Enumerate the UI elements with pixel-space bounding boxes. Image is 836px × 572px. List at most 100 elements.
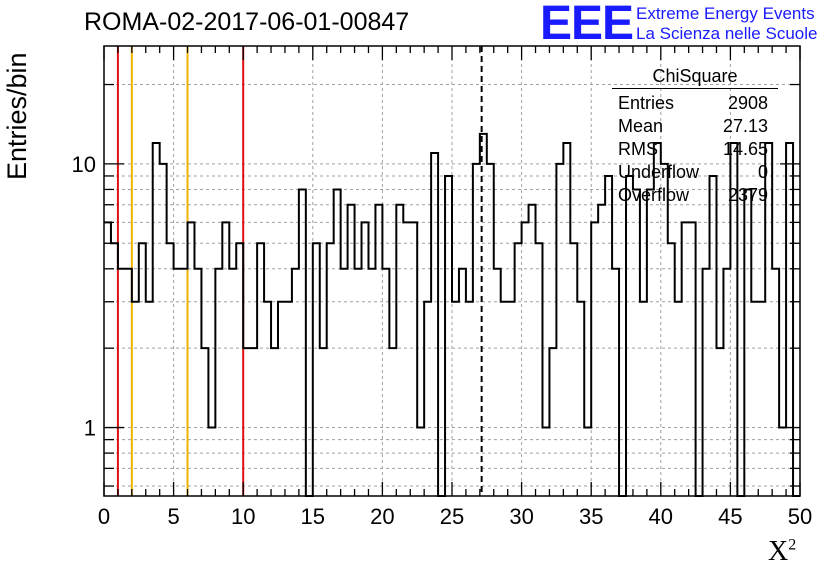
stats-value: 27.13 — [722, 116, 768, 136]
histogram-bin — [570, 243, 577, 496]
histogram-bin — [668, 243, 675, 496]
histogram-bin — [710, 176, 717, 496]
histogram-bin — [355, 269, 362, 496]
histogram-bin — [522, 222, 529, 496]
histogram-bin — [201, 348, 208, 496]
histogram-bin — [188, 222, 195, 496]
histogram-bin — [633, 189, 640, 496]
stats-value: 2908 — [727, 93, 768, 113]
histogram-bin — [598, 205, 605, 496]
histogram-bin — [501, 302, 508, 496]
histogram-bin — [341, 269, 348, 496]
histogram-bin — [577, 302, 584, 496]
histogram-bin — [292, 269, 299, 496]
stats-key: Entries — [618, 93, 675, 113]
histogram-bin — [410, 222, 417, 496]
histogram-bin — [285, 302, 292, 496]
histogram-bin — [605, 176, 612, 496]
histogram-bin — [111, 243, 118, 496]
x-tick-label: 20 — [370, 504, 394, 529]
histogram-bin — [556, 164, 563, 496]
histogram-bin — [229, 269, 236, 496]
histogram-bin — [215, 269, 222, 496]
histogram-bin — [396, 205, 403, 496]
x-axis-label: X2 — [768, 536, 796, 568]
histogram-bin — [661, 164, 668, 496]
histogram-bin — [563, 143, 570, 496]
histogram-bin — [264, 302, 271, 496]
x-tick-label: 50 — [788, 504, 812, 529]
histogram-bin — [118, 269, 125, 496]
stats-row: Mean 27.13 — [610, 116, 780, 139]
histogram-bin — [194, 269, 201, 496]
logo-caption: Extreme Energy Events La Scienza nelle S… — [636, 4, 817, 44]
histogram-bin — [786, 143, 793, 496]
histogram-bin — [549, 348, 556, 496]
x-tick-label: 0 — [98, 504, 110, 529]
histogram-bin — [591, 222, 598, 496]
stats-row: RMS 14.65 — [610, 139, 780, 162]
x-tick-label: 40 — [649, 504, 673, 529]
x-tick-label: 15 — [301, 504, 325, 529]
x-tick-label: 30 — [509, 504, 533, 529]
stats-key: Underflow — [618, 162, 700, 182]
stats-key: Overflow — [618, 185, 690, 205]
histogram-outline — [104, 132, 800, 497]
stats-rows: Entries 2908 Mean 27.13 RMS 14.65 Underflow 0 Ov… — [610, 93, 780, 208]
stats-row: Underflow 0 — [610, 162, 780, 185]
histogram-bin — [751, 302, 758, 496]
histogram-bin — [257, 243, 264, 496]
stats-title: ChiSquare — [612, 66, 778, 89]
eee-logo: EEE — [540, 0, 634, 50]
histogram-bin — [744, 189, 751, 496]
histogram-bin — [466, 302, 473, 496]
histogram-bin — [675, 302, 682, 496]
y-axis-label: Entries/bin — [2, 52, 32, 180]
histogram-bin — [125, 269, 132, 496]
histogram-bin — [139, 243, 146, 496]
histogram-bin — [758, 302, 765, 496]
histogram-bin — [174, 269, 181, 496]
logo-caption-line2: La Scienza nelle Scuole — [636, 24, 818, 43]
stats-row: Entries 2908 — [610, 93, 780, 116]
stats-box: ChiSquare Entries 2908 Mean 27.13 RMS 14.65 Un… — [610, 66, 780, 208]
x-tick-label: 45 — [718, 504, 742, 529]
stats-key: RMS — [618, 139, 658, 159]
x-tick-label: 5 — [167, 504, 179, 529]
histogram-bin — [424, 302, 431, 496]
stats-key: Mean — [618, 116, 664, 136]
histogram-bin — [682, 222, 689, 496]
histogram-bin — [445, 176, 452, 496]
logo-caption-line1: Extreme Energy Events — [636, 4, 815, 23]
histogram-bin — [515, 243, 522, 496]
histogram-bin — [271, 348, 278, 496]
histogram-bin — [160, 164, 167, 496]
histogram-bin — [299, 189, 306, 496]
x-axis-label-superscript: 2 — [788, 536, 797, 554]
stats-row: Overflow 2379 — [610, 185, 780, 208]
histogram-bin — [181, 269, 188, 496]
histogram-bin — [382, 269, 389, 496]
histogram-bin — [640, 302, 647, 496]
histogram-bin — [536, 243, 543, 496]
histogram-bin — [327, 243, 334, 496]
histogram-bin — [703, 269, 710, 496]
y-tick-label: 10 — [72, 152, 96, 177]
histogram-bin — [362, 222, 369, 496]
histogram-bin — [716, 348, 723, 496]
histogram-bin — [723, 269, 730, 496]
histogram-bin — [222, 222, 229, 496]
chart-title: ROMA-02-2017-06-01-00847 — [84, 8, 410, 36]
histogram-bin — [104, 222, 111, 496]
histogram-bin — [508, 302, 515, 496]
histogram-bin — [403, 222, 410, 496]
histogram-bin — [348, 205, 355, 496]
histogram-bin — [153, 143, 160, 496]
histogram-bin — [473, 164, 480, 496]
histogram-bin — [368, 269, 375, 496]
histogram-bin — [167, 243, 174, 496]
histogram-bin — [772, 269, 779, 496]
histogram-bin — [375, 205, 382, 496]
x-axis-label-text: X — [768, 536, 789, 567]
